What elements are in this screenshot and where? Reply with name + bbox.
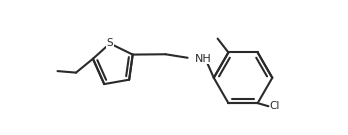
Text: S: S [106,38,113,48]
Text: Cl: Cl [269,101,279,111]
Text: NH: NH [195,54,212,64]
